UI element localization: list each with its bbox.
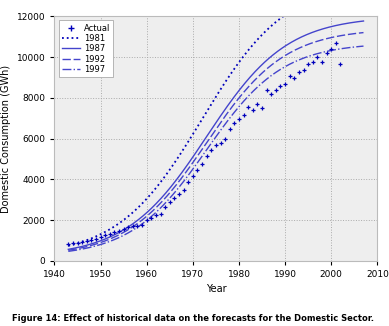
Text: Figure 14: Effect of historical data on the forecasts for the Domestic Sector.: Figure 14: Effect of historical data on …	[12, 314, 374, 323]
X-axis label: Year: Year	[205, 284, 226, 294]
Legend: Actual, 1981, 1987, 1992, 1997: Actual, 1981, 1987, 1992, 1997	[59, 21, 113, 77]
Y-axis label: Domestic Consumption (GWh): Domestic Consumption (GWh)	[1, 65, 11, 213]
